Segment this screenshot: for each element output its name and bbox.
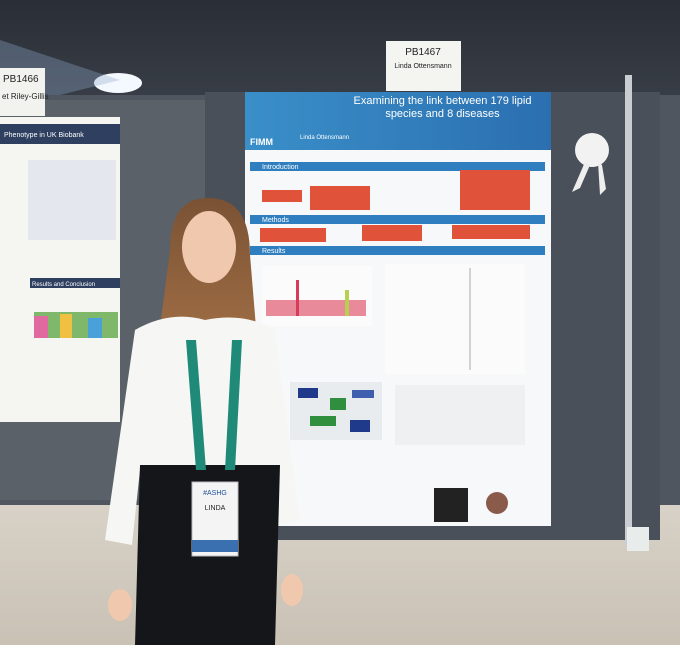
heatmap-part (310, 416, 336, 426)
main-title-bar (245, 92, 551, 150)
heatmap-part (350, 420, 370, 432)
forest-plot (385, 264, 525, 374)
intro-box (262, 190, 302, 202)
manhattan-plot (262, 266, 372, 326)
main-title-box: Examining the link between 179 lipid spe… (353, 95, 532, 120)
qr-code (434, 488, 468, 522)
heatmap-part (298, 388, 318, 398)
left-bars (34, 312, 118, 338)
manhattan-plot-part (262, 266, 372, 326)
badge-name: LINDA (205, 505, 226, 512)
section-bar (250, 246, 545, 255)
rosette-part (575, 133, 609, 167)
manhattan-plot-part (345, 290, 349, 316)
intro-box (460, 170, 530, 210)
left-poster-title: Phenotype in UK Biobank (4, 132, 84, 139)
heatmap (290, 382, 382, 440)
section-heading: Results (262, 248, 286, 255)
badge-event: #ASHG (203, 490, 227, 497)
section-bar (250, 215, 545, 224)
intro-box (310, 186, 370, 210)
ceiling-light (94, 73, 142, 93)
person: #ASHG LINDA (105, 198, 303, 645)
face (182, 211, 236, 283)
heatmap-part (352, 390, 374, 398)
hand (108, 589, 132, 621)
method-box (260, 228, 326, 242)
left-bars-part (34, 316, 48, 338)
manhattan-plot-part (266, 300, 366, 316)
lanyard (186, 340, 242, 470)
forest-plot-part (385, 264, 525, 374)
section-bar (250, 162, 545, 171)
manhattan-plot-part (296, 280, 299, 316)
left-section-bar (30, 278, 120, 288)
cup (627, 527, 649, 551)
left-bars-part (88, 318, 102, 338)
left-title-bar (0, 124, 120, 144)
scatter-plot (395, 385, 525, 445)
main-logo: FIMM (250, 137, 273, 147)
rosette-part (572, 162, 606, 195)
left-board-number: PB1466 (3, 74, 39, 85)
left-presenter: et Riley-Gillis (2, 92, 49, 101)
heatmap-part (330, 398, 346, 410)
left-bars-part (60, 314, 72, 338)
hand (281, 574, 303, 606)
main-presenter-sign: Linda Ottensmann (394, 63, 451, 70)
left-sign (0, 68, 45, 116)
section-heading: Methods (262, 217, 289, 224)
left-section: Results and Conclusion (32, 282, 95, 288)
rosette (572, 133, 609, 195)
method-box (362, 225, 422, 241)
photo-avatar (486, 492, 508, 514)
main-poster-title: Examining the link between 179 lipid spe… (353, 95, 532, 120)
badge-stripe (192, 540, 238, 552)
method-box (452, 225, 530, 239)
main-sign (386, 41, 461, 91)
main-board-number: PB1467 (405, 47, 441, 58)
left-table (28, 160, 116, 240)
main-presenter: Linda Ottensmann (300, 135, 349, 141)
board-pole (625, 75, 632, 545)
section-heading: Introduction (262, 164, 299, 171)
